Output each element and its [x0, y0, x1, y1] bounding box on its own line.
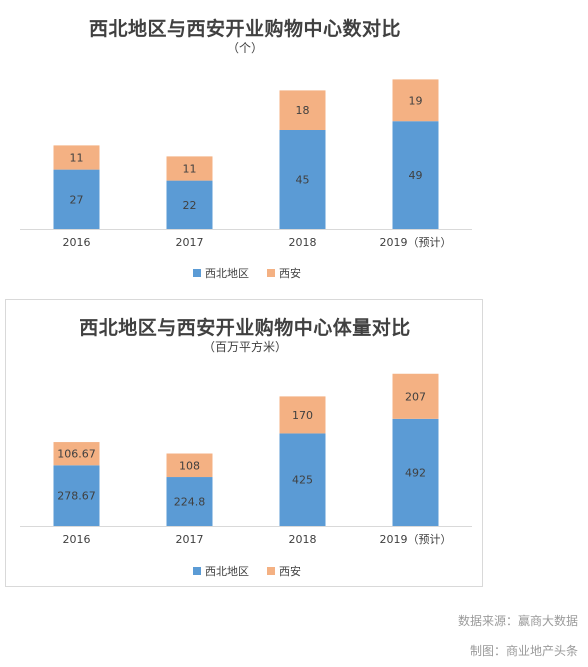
data-label-northwest-2: 45 — [296, 174, 310, 187]
bar-xian-1 — [166, 453, 213, 478]
data-label-xian-1: 11 — [183, 163, 197, 176]
x-tick-label-3: 2019（预计） — [380, 533, 452, 546]
legend-label-xian: 西安 — [279, 564, 301, 578]
chart-plot-count: 27 11 2016 22 11 2017 45 18 2018 49 19 2019（预计） 西北地区… — [20, 79, 472, 280]
bar-northwest-3 — [392, 121, 439, 229]
data-label-northwest-1: 224.8 — [174, 496, 206, 509]
bar-xian-3 — [392, 373, 439, 419]
legend-label-northwest: 西北地区 — [205, 565, 249, 578]
data-label-xian-0: 106.67 — [57, 448, 96, 461]
bar-xian-0 — [53, 145, 100, 170]
data-label-northwest-3: 492 — [405, 466, 426, 479]
legend-swatch-xian — [267, 269, 275, 277]
x-tick-label-0: 2016 — [63, 533, 91, 546]
bar-northwest-2 — [279, 433, 326, 526]
chart-panel-area: 西北地区与西安开业购物中心体量对比 （百万平方米） 278.67 106.67 20… — [0, 297, 588, 597]
bar-northwest-2 — [279, 130, 326, 229]
bar-northwest-1 — [166, 477, 213, 526]
data-label-northwest-3: 49 — [409, 169, 423, 182]
legend-swatch-xian — [267, 567, 275, 575]
chart-subtitle: （个） — [226, 41, 263, 55]
bar-xian-2 — [279, 90, 326, 130]
bar-northwest-0 — [53, 465, 100, 526]
data-source-note: 数据来源：赢商大数据 — [457, 614, 578, 628]
legend-swatch-northwest — [193, 269, 201, 277]
bar-xian-0 — [53, 442, 100, 466]
bar-northwest-3 — [392, 418, 439, 526]
data-label-xian-1: 108 — [179, 459, 200, 472]
chart-title: 西北地区与西安开业购物中心数对比 — [88, 18, 401, 40]
bar-xian-3 — [392, 79, 439, 122]
chart-title: 西北地区与西安开业购物中心体量对比 — [79, 317, 411, 339]
data-label-northwest-2: 425 — [292, 474, 313, 487]
data-label-northwest-0: 27 — [70, 193, 84, 206]
x-tick-label-0: 2016 — [63, 236, 91, 249]
x-tick-label-2: 2018 — [289, 533, 317, 546]
legend-label-xian: 西安 — [279, 266, 301, 280]
x-tick-label-2: 2018 — [289, 236, 317, 249]
chart-panel-count: 西北地区与西安开业购物中心数对比 （个） 27 11 2016 22 11 2017 45 1… — [0, 0, 588, 290]
data-label-xian-2: 170 — [292, 409, 313, 422]
legend-label-northwest: 西北地区 — [205, 267, 249, 280]
chart-plot-area: 278.67 106.67 2016 224.8 108 2017 425 170 2018 49… — [20, 373, 472, 578]
data-label-northwest-0: 278.67 — [57, 490, 96, 503]
credit-note: 制图：商业地产头条 — [469, 644, 578, 658]
data-label-northwest-1: 22 — [183, 199, 197, 212]
chart-frame — [5, 299, 483, 587]
bar-xian-2 — [279, 396, 326, 434]
x-tick-label-1: 2017 — [176, 533, 204, 546]
data-label-xian-3: 19 — [409, 94, 423, 107]
bar-northwest-1 — [166, 180, 213, 229]
data-label-xian-2: 18 — [296, 104, 310, 117]
x-tick-label-1: 2017 — [176, 236, 204, 249]
chart-subtitle: （百万平方米） — [202, 340, 287, 354]
legend-swatch-northwest — [193, 567, 201, 575]
data-label-xian-0: 11 — [70, 152, 84, 165]
data-label-xian-3: 207 — [405, 390, 426, 403]
bar-northwest-0 — [53, 169, 100, 229]
x-tick-label-3: 2019（预计） — [380, 236, 452, 249]
bar-xian-1 — [166, 156, 213, 181]
